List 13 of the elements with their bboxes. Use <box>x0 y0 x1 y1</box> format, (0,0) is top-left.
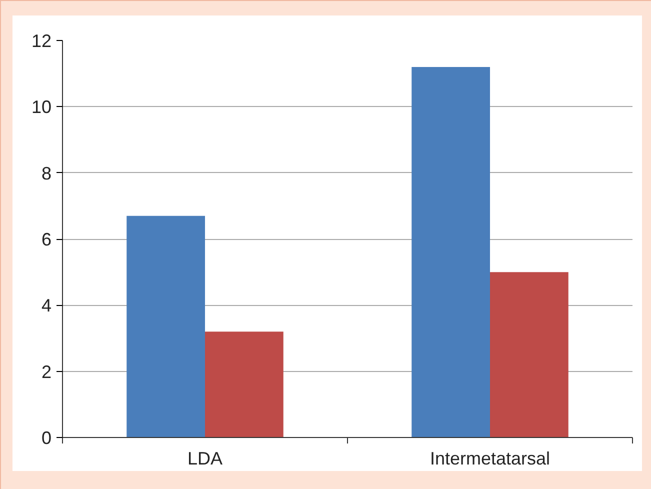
y-tick-label: 8 <box>41 163 52 184</box>
bar <box>412 66 490 438</box>
y-tick-label: 2 <box>41 362 52 382</box>
y-tick-label: 4 <box>41 296 52 316</box>
y-tick-label: 6 <box>41 230 52 250</box>
y-tick-label: 0 <box>41 428 52 448</box>
bar <box>490 272 568 438</box>
x-tick-label: Intermetatarsal <box>430 448 550 468</box>
bar <box>126 216 205 438</box>
y-tick-label: 12 <box>31 31 52 51</box>
x-tick-label: LDA <box>187 448 223 468</box>
y-tick-label: 10 <box>31 97 52 118</box>
bar <box>205 332 284 438</box>
